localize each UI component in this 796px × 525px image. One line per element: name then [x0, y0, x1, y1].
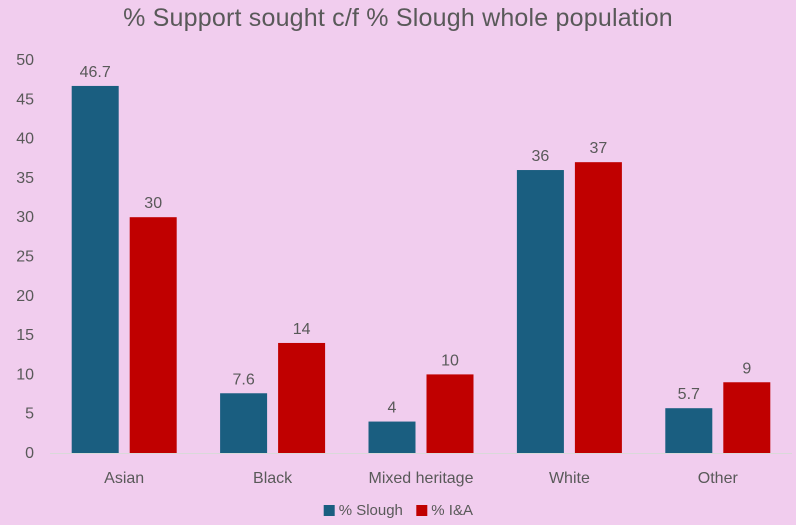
chart-title: % Support sought c/f % Slough whole popu…	[123, 4, 673, 32]
data-label: 4	[388, 400, 397, 417]
data-label: 14	[293, 321, 311, 338]
data-label: 5.7	[678, 386, 700, 403]
data-label: 30	[144, 195, 162, 212]
y-tick-label: 50	[16, 52, 34, 69]
y-tick-label: 0	[25, 445, 34, 462]
x-tick-label: Asian	[104, 470, 144, 487]
x-tick-label: Mixed heritage	[369, 470, 474, 487]
y-tick-label: 5	[25, 406, 34, 423]
y-tick-label: 15	[16, 327, 34, 344]
legend-swatch	[416, 505, 428, 516]
bar	[220, 393, 268, 453]
data-label: 10	[441, 352, 459, 369]
x-tick-label: White	[549, 470, 590, 487]
y-tick-label: 40	[16, 131, 34, 148]
y-tick-label: 35	[16, 170, 34, 187]
data-label: 46.7	[80, 64, 111, 81]
y-tick-label: 20	[16, 288, 34, 305]
bar	[71, 85, 119, 454]
x-tick-label: Black	[253, 470, 293, 487]
data-label: 36	[532, 148, 550, 165]
y-tick-label: 25	[16, 249, 34, 266]
bar	[574, 162, 622, 453]
bar	[278, 342, 326, 453]
y-tick-label: 45	[16, 91, 34, 108]
bar	[665, 408, 713, 453]
data-label: 37	[590, 140, 608, 157]
data-label: 7.6	[232, 371, 254, 388]
legend-label: % Slough	[339, 502, 403, 519]
y-tick-label: 10	[16, 366, 34, 383]
bar	[426, 374, 474, 453]
bar	[129, 217, 177, 453]
y-tick-label: 30	[16, 209, 34, 226]
bar	[723, 382, 771, 453]
bar	[516, 170, 564, 454]
bar	[368, 421, 416, 453]
data-label: 9	[742, 360, 751, 377]
x-tick-label: Other	[698, 470, 739, 487]
legend-swatch	[323, 505, 335, 516]
legend-label: % I&A	[431, 502, 473, 519]
